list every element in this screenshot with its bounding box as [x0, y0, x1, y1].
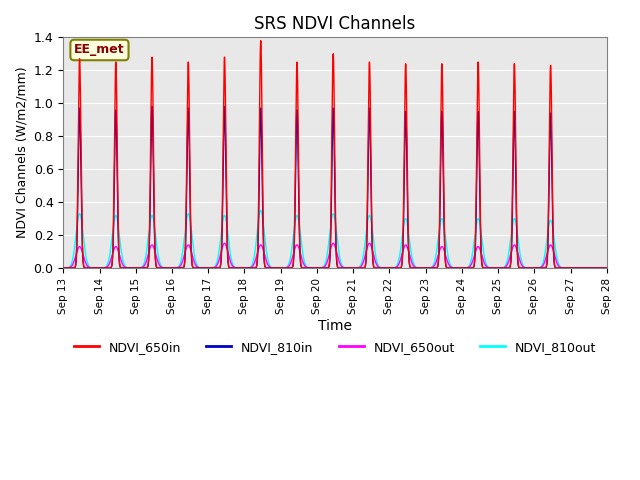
Y-axis label: NDVI Channels (W/m2/mm): NDVI Channels (W/m2/mm) [15, 67, 28, 239]
Legend: NDVI_650in, NDVI_810in, NDVI_650out, NDVI_810out: NDVI_650in, NDVI_810in, NDVI_650out, NDV… [68, 336, 601, 359]
Title: SRS NDVI Channels: SRS NDVI Channels [254, 15, 415, 33]
X-axis label: Time: Time [318, 319, 352, 334]
Text: EE_met: EE_met [74, 44, 125, 57]
